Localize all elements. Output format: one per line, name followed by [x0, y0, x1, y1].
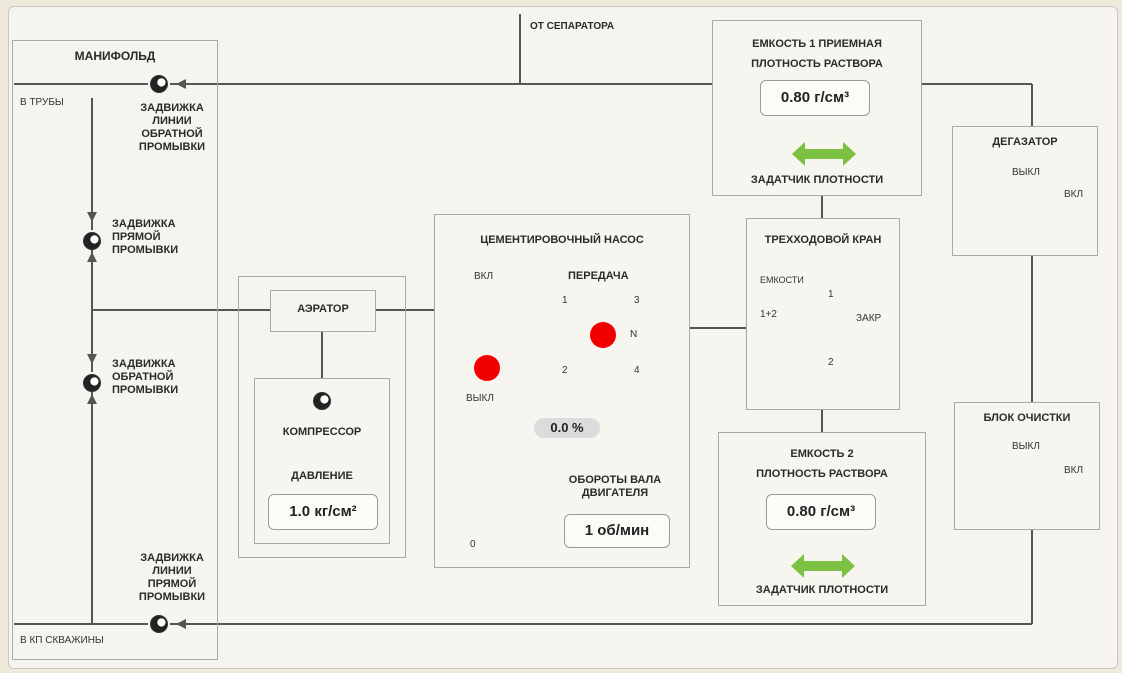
- degasser-title: ДЕГАЗАТОР: [992, 136, 1058, 148]
- gear-3[interactable]: 3: [634, 295, 640, 306]
- backwash-line-valve-icon[interactable]: [150, 75, 168, 93]
- degasser-off-label[interactable]: ВЫКЛ: [1012, 167, 1040, 178]
- three-way-valve-panel: [746, 218, 900, 410]
- aerator-box: [270, 290, 376, 332]
- cleaning-panel: [954, 402, 1100, 530]
- rpm-label: ОБОРОТЫ ВАЛА ДВИГАТЕЛЯ: [568, 474, 662, 499]
- compressor-toggle-icon[interactable]: [313, 392, 331, 410]
- tank1-title: ЕМКОСТЬ 1 ПРИЕМНАЯ ПЛОТНОСТЬ РАСТВОРА: [751, 38, 883, 70]
- three-way-pos-2[interactable]: 2: [828, 357, 834, 368]
- tank1-setter-label: ЗАДАТЧИК ПЛОТНОСТИ: [750, 174, 884, 186]
- to-pipes-label: В ТРУБЫ: [20, 97, 64, 108]
- three-way-tanks-label: ЕМКОСТИ: [760, 275, 804, 285]
- aerator-title: АЭРАТОР: [297, 303, 349, 315]
- pressure-value: 1.0 кг/см²: [268, 494, 378, 530]
- cleaning-on-label[interactable]: ВКЛ: [1064, 465, 1084, 476]
- pump-title: ЦЕМЕНТИРОВОЧНЫЙ НАСОС: [480, 234, 644, 246]
- backwash-valve-label: ЗАДВИЖКА ОБРАТНОЙ ПРОМЫВКИ: [112, 358, 179, 396]
- pressure-label: ДАВЛЕНИЕ: [291, 470, 353, 482]
- tank2-title: ЕМКОСТЬ 2 ПЛОТНОСТЬ РАСТВОРА: [756, 448, 888, 480]
- throttle-zero-label: 0: [470, 539, 476, 550]
- degasser-panel: [952, 126, 1098, 256]
- cleaning-title: БЛОК ОЧИСТКИ: [983, 412, 1071, 424]
- from-separator-label: ОТ СЕПАРАТОРА: [530, 21, 615, 32]
- three-way-pos-1[interactable]: 1: [828, 289, 834, 300]
- compressor-label: КОМПРЕССОР: [282, 426, 362, 438]
- gear-4[interactable]: 4: [634, 365, 640, 376]
- pump-on-label: ВКЛ: [474, 271, 494, 282]
- direct-wash-line-valve-icon[interactable]: [150, 615, 168, 633]
- tank2-density-value: 0.80 г/см³: [766, 494, 876, 530]
- tank1-density-setter-icon[interactable]: [792, 141, 856, 167]
- degasser-on-label[interactable]: ВКЛ: [1064, 189, 1084, 200]
- manifold-title: МАНИФОЛЬД: [74, 49, 156, 63]
- tank1-density-value: 0.80 г/см³: [760, 80, 870, 116]
- direct-wash-valve-label: ЗАДВИЖКА ПРЯМОЙ ПРОМЫВКИ: [112, 218, 179, 256]
- cementing-pump-panel: [434, 214, 690, 568]
- tank2-density-setter-icon[interactable]: [791, 553, 855, 579]
- gear-1[interactable]: 1: [562, 295, 568, 306]
- three-way-pos-1-2[interactable]: 1+2: [760, 309, 777, 320]
- cleaning-off-label[interactable]: ВЫКЛ: [1012, 441, 1040, 452]
- backwash-line-valve-label: ЗАДВИЖКА ЛИНИИ ОБРАТНОЙ ПРОМЫВКИ: [138, 102, 206, 153]
- throttle-percent: 0.0 %: [534, 418, 600, 438]
- direct-wash-valve-icon[interactable]: [83, 232, 101, 250]
- gear-selector-marker[interactable]: [590, 322, 616, 348]
- to-well-label: В КП СКВАЖИНЫ: [20, 635, 104, 646]
- direct-wash-line-valve-label: ЗАДВИЖКА ЛИНИИ ПРЯМОЙ ПРОМЫВКИ: [138, 552, 206, 603]
- gear-2[interactable]: 2: [562, 365, 568, 376]
- manifold-panel: [12, 40, 218, 660]
- pump-switch-marker[interactable]: [474, 355, 500, 381]
- three-way-closed-label[interactable]: ЗАКР: [856, 313, 882, 324]
- gear-neutral[interactable]: N: [630, 329, 638, 340]
- aerator-panel: [238, 276, 406, 558]
- pump-off-label: ВЫКЛ: [466, 393, 494, 404]
- rpm-value: 1 об/мин: [564, 514, 670, 548]
- tank2-setter-label: ЗАДАТЧИК ПЛОТНОСТИ: [755, 584, 889, 596]
- three-way-valve-title: ТРЕХХОДОВОЙ КРАН: [764, 234, 882, 246]
- gear-label: ПЕРЕДАЧА: [568, 270, 629, 282]
- backwash-valve-icon[interactable]: [83, 374, 101, 392]
